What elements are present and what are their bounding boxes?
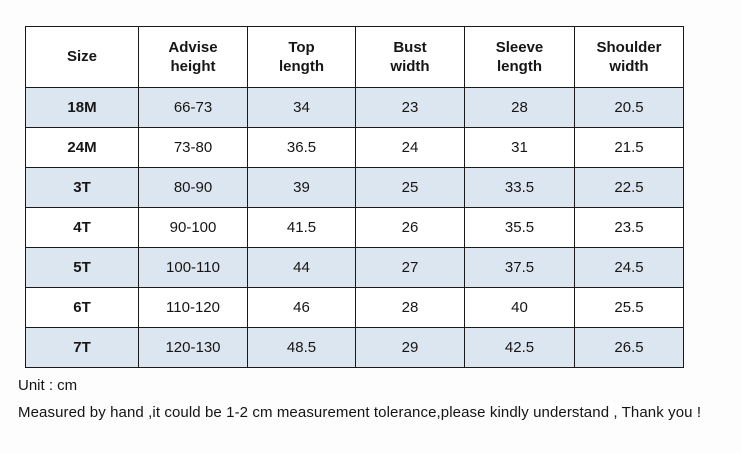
table-cell: 20.5 [574, 87, 684, 128]
table-cell: 21.5 [574, 127, 684, 168]
table-cell: 46 [247, 287, 356, 328]
unit-label: Unit : cm [18, 377, 78, 394]
table-cell: 25.5 [574, 287, 684, 328]
size-cell: 18M [25, 87, 139, 128]
table-cell: 36.5 [247, 127, 356, 168]
table-cell: 24 [355, 127, 465, 168]
table-cell: 26 [355, 207, 465, 248]
table-cell: 37.5 [464, 247, 575, 288]
table-cell: 48.5 [247, 327, 356, 368]
size-cell: 5T [25, 247, 139, 288]
table-row-18m: 18M 66-73 34 23 28 20.5 [25, 87, 684, 128]
table-cell: 110-120 [138, 287, 248, 328]
table-cell: 39 [247, 167, 356, 208]
size-cell: 24M [25, 127, 139, 168]
table-cell: 28 [464, 87, 575, 128]
size-cell: 7T [25, 327, 139, 368]
table-cell: 26.5 [574, 327, 684, 368]
size-cell: 3T [25, 167, 139, 208]
size-cell: 4T [25, 207, 139, 248]
table-cell: 120-130 [138, 327, 248, 368]
column-header-size: Size [25, 26, 139, 88]
table-cell: 25 [355, 167, 465, 208]
table-cell: 100-110 [138, 247, 248, 288]
table-cell: 28 [355, 287, 465, 328]
tolerance-note: Measured by hand ,it could be 1-2 cm mea… [18, 404, 702, 421]
column-header-sleeve-length: Sleeve length [464, 26, 575, 88]
column-header-top-length: Top length [247, 26, 356, 88]
table-row-3t: 3T 80-90 39 25 33.5 22.5 [25, 167, 684, 208]
table-cell: 90-100 [138, 207, 248, 248]
table-cell: 34 [247, 87, 356, 128]
column-header-shoulder-width: Shoulder width [574, 26, 684, 88]
column-header-bust-width: Bust width [355, 26, 465, 88]
table-cell: 80-90 [138, 167, 248, 208]
table-cell: 40 [464, 287, 575, 328]
table-row-4t: 4T 90-100 41.5 26 35.5 23.5 [25, 207, 684, 248]
table-cell: 73-80 [138, 127, 248, 168]
table-cell: 31 [464, 127, 575, 168]
table-cell: 27 [355, 247, 465, 288]
table-row-5t: 5T 100-110 44 27 37.5 24.5 [25, 247, 684, 288]
table-row-24m: 24M 73-80 36.5 24 31 21.5 [25, 127, 684, 168]
column-header-advise-height: Advise height [138, 26, 248, 88]
table-row-6t: 6T 110-120 46 28 40 25.5 [25, 287, 684, 328]
size-cell: 6T [25, 287, 139, 328]
table-cell: 44 [247, 247, 356, 288]
table-cell: 24.5 [574, 247, 684, 288]
table-cell: 42.5 [464, 327, 575, 368]
table-cell: 33.5 [464, 167, 575, 208]
table-cell: 23.5 [574, 207, 684, 248]
table-cell: 35.5 [464, 207, 575, 248]
table-cell: 29 [355, 327, 465, 368]
header-row: Size Advise height Top length Bust width… [25, 26, 684, 88]
table-cell: 66-73 [138, 87, 248, 128]
table-cell: 41.5 [247, 207, 356, 248]
table-cell: 23 [355, 87, 465, 128]
size-chart-table: Size Advise height Top length Bust width… [25, 26, 684, 368]
table-cell: 22.5 [574, 167, 684, 208]
table-row-7t: 7T 120-130 48.5 29 42.5 26.5 [25, 327, 684, 368]
